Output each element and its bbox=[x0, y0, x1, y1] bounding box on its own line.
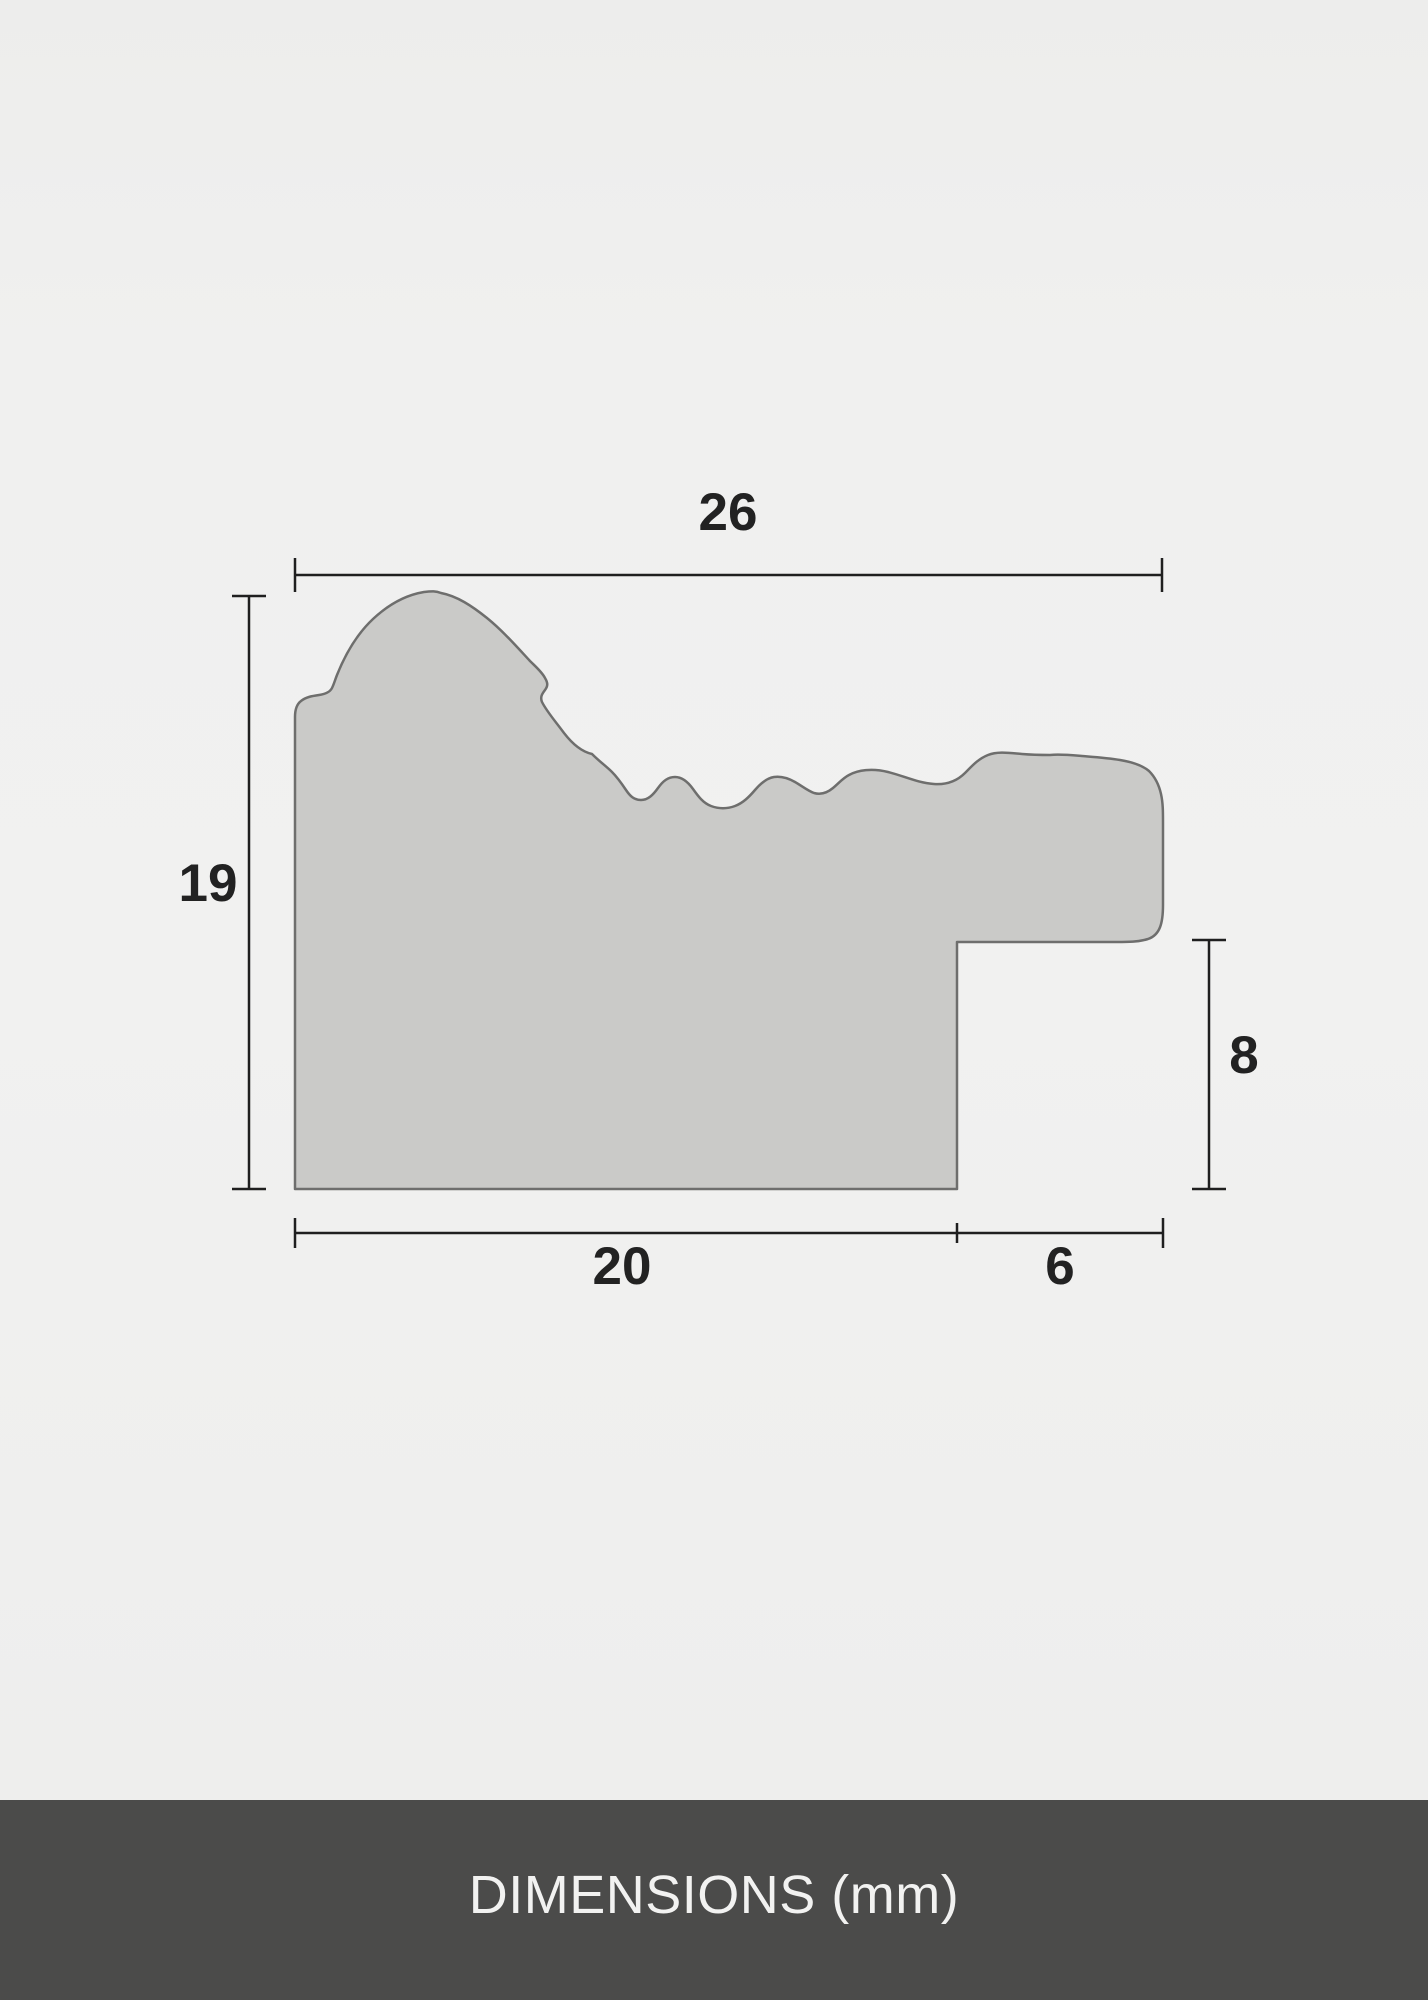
svg-text:26: 26 bbox=[699, 483, 758, 542]
svg-text:20: 20 bbox=[593, 1237, 652, 1296]
svg-text:6: 6 bbox=[1045, 1237, 1074, 1296]
svg-text:19: 19 bbox=[179, 854, 238, 913]
svg-text:8: 8 bbox=[1229, 1026, 1258, 1085]
